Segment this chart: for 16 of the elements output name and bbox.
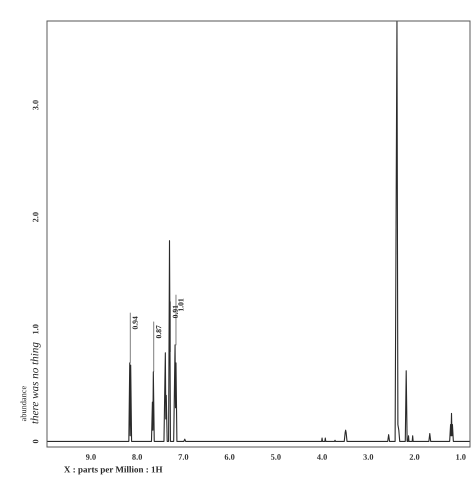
x-tick-label: 8.0 (132, 454, 142, 460)
x-tick-label: 1.0 (456, 454, 466, 460)
y-tick-label: 2.0 (32, 212, 38, 222)
x-tick-label: 4.0 (316, 454, 327, 460)
x-axis-title: X : parts per Million : 1H (64, 466, 162, 474)
x-tick-label: 3.0 (363, 454, 374, 460)
y-tick-label: 0 (32, 440, 38, 444)
x-tick-label: 6.0 (224, 454, 234, 460)
y-axis-title: abundance (20, 386, 26, 422)
x-tick-label: 9.0 (86, 454, 96, 460)
y-tick-label: 3.0 (32, 100, 38, 110)
y-tick-label: 1.0 (32, 324, 38, 334)
x-tick-label: 2.0 (410, 454, 420, 460)
x-tick-label: 7.0 (178, 454, 188, 460)
text: there was no thing (30, 342, 41, 424)
x-tick-label: 5.0 (270, 454, 281, 460)
